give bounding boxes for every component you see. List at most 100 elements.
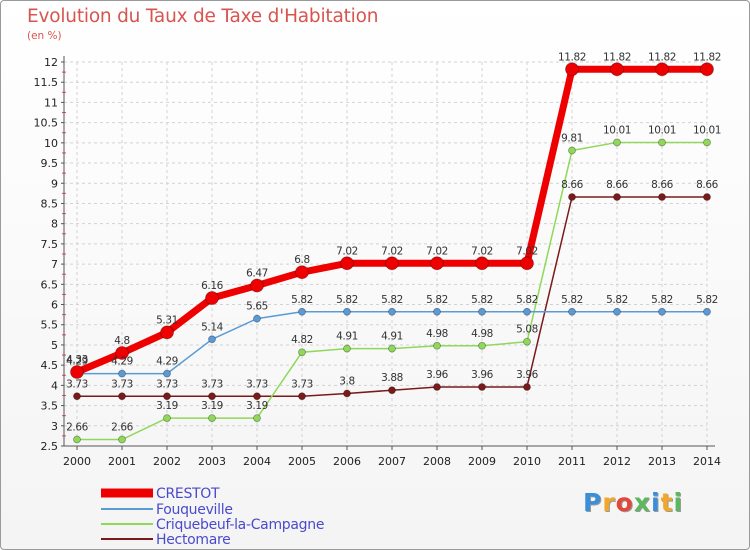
data-label-2: 3.19	[201, 400, 223, 412]
data-point-3	[73, 392, 81, 401]
data-point-2	[523, 337, 531, 346]
data-point-1	[298, 307, 306, 316]
data-label-1: 5.82	[336, 294, 358, 306]
x-tick-label: 2005	[288, 455, 316, 468]
data-point-2	[388, 344, 396, 353]
y-tick-label: 9.5	[41, 157, 59, 170]
data-label-3: 3.96	[471, 369, 493, 381]
data-point-3	[523, 383, 531, 391]
data-point-0	[655, 62, 669, 77]
data-label-2: 4.98	[471, 328, 493, 340]
data-label-1: 5.82	[291, 294, 313, 306]
data-label-1: 5.82	[651, 294, 673, 306]
data-label-3: 3.96	[426, 369, 448, 381]
data-label-3: 3.88	[381, 372, 403, 384]
data-point-3	[343, 389, 351, 398]
x-tick-label: 2002	[153, 455, 181, 468]
data-label-2: 3.19	[246, 400, 268, 412]
data-point-3	[568, 193, 576, 201]
data-point-2	[703, 138, 711, 147]
data-point-1	[343, 307, 351, 316]
data-label-3: 3.73	[246, 378, 268, 390]
data-point-0	[475, 256, 489, 271]
data-point-1	[478, 307, 486, 316]
legend-label-0: CRESTOT	[156, 486, 220, 502]
data-point-1	[253, 314, 261, 323]
data-label-3: 3.73	[156, 378, 178, 390]
data-label-2: 4.91	[381, 331, 403, 343]
chart-subtitle: (en %)	[27, 30, 62, 42]
data-point-1	[523, 307, 531, 316]
data-label-0: 7.02	[516, 245, 538, 257]
logo-letter: x	[633, 488, 651, 517]
y-tick-label: 5	[51, 339, 58, 352]
x-tick-label: 2006	[333, 455, 361, 468]
y-tick-label: 2.5	[41, 440, 59, 453]
data-point-1	[703, 307, 711, 316]
data-point-3	[703, 193, 711, 201]
data-label-1: 5.82	[606, 294, 628, 306]
data-label-2: 3.19	[156, 400, 178, 412]
data-label-2: 2.66	[111, 422, 133, 434]
data-label-2: 4.91	[336, 331, 358, 343]
data-point-3	[433, 383, 441, 391]
data-point-0	[160, 325, 174, 340]
data-point-0	[115, 346, 129, 360]
data-label-1: 5.82	[516, 294, 538, 306]
data-label-3: 3.73	[66, 378, 88, 390]
data-label-2: 10.01	[648, 124, 676, 136]
data-label-1: 4.29	[111, 356, 133, 368]
data-point-2	[478, 341, 486, 350]
data-label-1: 5.82	[471, 294, 493, 306]
data-point-3	[208, 392, 216, 401]
y-tick-label: 7.5	[41, 238, 59, 251]
data-label-3: 3.96	[516, 369, 538, 381]
data-point-3	[118, 392, 126, 401]
y-tick-label: 6.5	[41, 278, 59, 291]
data-label-3: 3.73	[291, 378, 313, 390]
data-label-0: 6.8	[294, 254, 310, 266]
data-label-2: 4.82	[291, 334, 313, 346]
x-tick-label: 2013	[648, 455, 676, 468]
data-label-0: 7.02	[381, 245, 403, 257]
y-tick-label: 4	[51, 379, 58, 392]
data-point-1	[433, 307, 441, 316]
data-point-0	[700, 62, 714, 77]
data-label-0: 7.02	[336, 245, 358, 257]
data-point-0	[610, 62, 624, 77]
x-tick-label: 2014	[693, 455, 721, 468]
logo-letter: P	[583, 488, 603, 517]
x-tick-label: 2011	[558, 455, 586, 468]
data-label-0: 4.8	[114, 335, 130, 347]
data-label-3: 3.73	[111, 378, 133, 390]
y-tick-label: 8.5	[41, 197, 59, 210]
data-point-2	[208, 414, 216, 423]
y-tick-label: 3.5	[41, 400, 59, 413]
data-point-3	[163, 392, 171, 401]
data-label-2: 10.01	[603, 124, 631, 136]
x-tick-label: 2003	[198, 455, 226, 468]
x-tick-label: 2009	[468, 455, 496, 468]
data-point-3	[478, 383, 486, 391]
data-point-3	[658, 193, 666, 201]
y-tick-label: 6	[51, 299, 58, 312]
y-tick-label: 4.5	[41, 359, 59, 372]
data-point-1	[658, 307, 666, 316]
x-tick-label: 2007	[378, 455, 406, 468]
data-label-1: 5.65	[246, 301, 268, 313]
y-tick-label: 12	[44, 56, 58, 69]
data-label-3: 8.66	[696, 179, 718, 191]
y-tick-label: 5.5	[41, 319, 59, 332]
data-point-0	[295, 265, 309, 280]
logo-letter: r	[602, 488, 616, 517]
y-tick-label: 10	[44, 137, 58, 150]
data-label-0: 7.02	[471, 245, 493, 257]
data-label-3: 8.66	[561, 179, 583, 191]
x-tick-label: 2000	[63, 455, 91, 468]
data-label-0: 11.82	[558, 51, 586, 63]
chart-title: Evolution du Taux de Taxe d'Habitation	[27, 6, 379, 27]
data-point-2	[343, 344, 351, 353]
data-point-0	[430, 256, 444, 271]
